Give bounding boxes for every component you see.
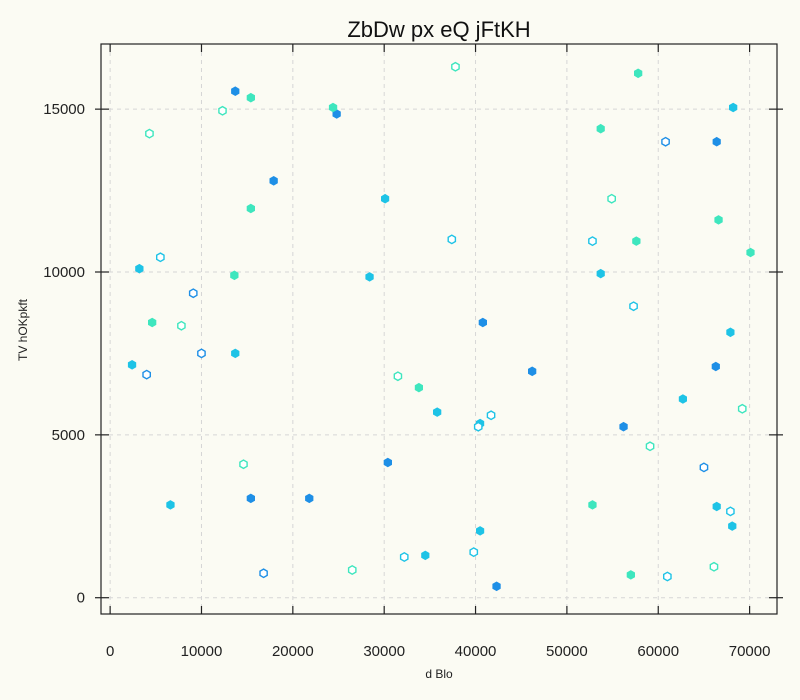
data-point <box>231 86 240 96</box>
chart-title: ZbDw px eQ jFtKH <box>347 17 530 42</box>
data-point <box>347 564 357 576</box>
data-point <box>711 361 720 372</box>
data-point <box>492 581 501 592</box>
data-point <box>383 457 392 468</box>
x-tick-label: 20000 <box>272 643 314 660</box>
data-point <box>399 551 409 563</box>
data-point <box>142 369 152 380</box>
data-point <box>421 550 430 561</box>
data-point <box>231 348 240 359</box>
data-point <box>259 568 268 579</box>
x-tick-label: 50000 <box>546 643 588 660</box>
data-point <box>714 215 723 225</box>
data-point <box>728 521 737 531</box>
data-point <box>626 570 635 580</box>
data-point <box>188 288 198 299</box>
data-point <box>607 193 616 204</box>
data-point <box>473 421 483 432</box>
data-point <box>596 123 605 134</box>
data-point <box>269 176 278 186</box>
data-point <box>678 394 687 404</box>
data-point <box>663 571 672 582</box>
data-point <box>699 462 709 473</box>
x-tick-label: 30000 <box>363 643 405 660</box>
data-point <box>588 500 597 510</box>
data-point <box>230 270 239 281</box>
data-point <box>634 68 643 79</box>
data-point <box>393 371 403 382</box>
data-point <box>246 203 255 214</box>
x-tick-label: 70000 <box>729 643 771 660</box>
grid-layer <box>101 44 777 614</box>
data-point <box>596 268 605 279</box>
data-point <box>712 136 721 147</box>
data-point <box>365 272 374 282</box>
data-point <box>729 102 738 113</box>
y-tick-label: 10000 <box>43 264 85 281</box>
plot-frame <box>100 43 778 615</box>
data-point <box>476 526 485 536</box>
data-point <box>726 506 735 517</box>
x-axis-label: d Blo <box>425 667 453 681</box>
x-tick-label: 0 <box>106 643 114 660</box>
y-tick-label: 0 <box>77 590 85 607</box>
data-point <box>246 493 255 504</box>
data-point <box>177 320 186 331</box>
data-point <box>478 317 487 328</box>
data-point <box>127 360 137 370</box>
data-point <box>145 128 154 139</box>
data-point <box>246 92 255 103</box>
data-point <box>166 500 175 510</box>
data-point <box>197 348 206 359</box>
data-point <box>305 493 314 504</box>
data-point <box>414 382 423 393</box>
data-point <box>746 247 755 258</box>
x-tick-label: 40000 <box>455 643 497 660</box>
points-layer <box>127 61 755 592</box>
data-point <box>645 441 655 452</box>
data-point <box>148 317 157 328</box>
data-point <box>155 252 165 263</box>
data-point <box>709 561 719 572</box>
y-tick-label: 15000 <box>43 101 85 118</box>
x-tick-label: 10000 <box>181 643 223 660</box>
data-point <box>135 263 144 274</box>
y-axis-label: TV hOKpkft <box>16 298 30 361</box>
data-point <box>737 403 747 414</box>
data-point <box>712 501 721 512</box>
data-point <box>451 61 460 72</box>
data-point <box>528 366 537 377</box>
data-point <box>661 136 670 147</box>
tick-layer: 0 10000 20000 30000 40000 50000 60000 70000 0 500… <box>43 44 783 660</box>
data-point <box>469 547 479 558</box>
data-point <box>218 105 227 116</box>
data-point <box>328 102 338 113</box>
data-point <box>629 301 638 312</box>
data-point <box>447 234 457 245</box>
x-tick-label: 60000 <box>637 643 679 660</box>
data-point <box>588 236 597 247</box>
data-point <box>619 421 628 432</box>
y-tick-label: 5000 <box>52 427 85 444</box>
data-point <box>632 236 641 246</box>
data-point <box>726 327 735 338</box>
data-point <box>381 193 390 204</box>
data-point <box>433 407 442 417</box>
data-point <box>239 459 248 470</box>
data-point <box>486 410 496 421</box>
